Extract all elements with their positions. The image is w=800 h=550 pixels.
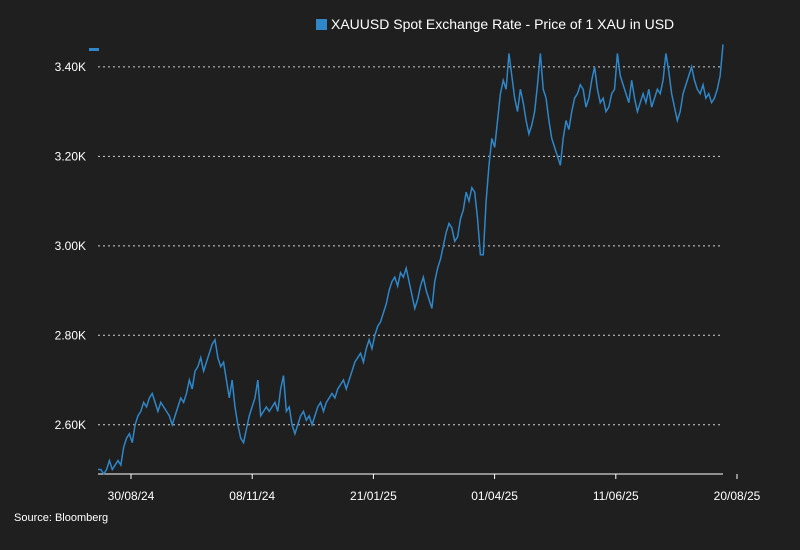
x-tick-label: 21/01/25 (350, 489, 397, 503)
last-value-marker (89, 48, 99, 51)
legend: XAUUSD Spot Exchange Rate - Price of 1 X… (316, 16, 674, 32)
y-axis-ticks: 2.60K 2.80K 3.00K 3.20K 3.40K (55, 60, 86, 432)
y-tick-label: 3.20K (55, 149, 86, 163)
legend-swatch (316, 19, 327, 30)
y-tick-label: 2.60K (55, 418, 86, 432)
legend-label: XAUUSD Spot Exchange Rate - Price of 1 X… (331, 16, 674, 32)
source-note: Source: Bloomberg (14, 512, 109, 524)
series-line-xauusd (98, 44, 724, 476)
x-axis-ticks: 30/08/24 08/11/24 21/01/25 01/04/25 11/06/25… (108, 474, 761, 503)
x-tick-label: 11/06/25 (593, 489, 639, 503)
y-tick-label: 3.40K (55, 60, 86, 74)
y-tick-label: 2.80K (55, 328, 86, 342)
x-tick-label: 20/08/25 (714, 489, 761, 503)
x-tick-label: 08/11/24 (229, 489, 275, 503)
y-tick-label: 3.00K (55, 239, 86, 253)
gridlines (98, 66, 723, 426)
x-tick-label: 30/08/24 (108, 489, 155, 503)
x-tick-label: 01/04/25 (471, 489, 518, 503)
